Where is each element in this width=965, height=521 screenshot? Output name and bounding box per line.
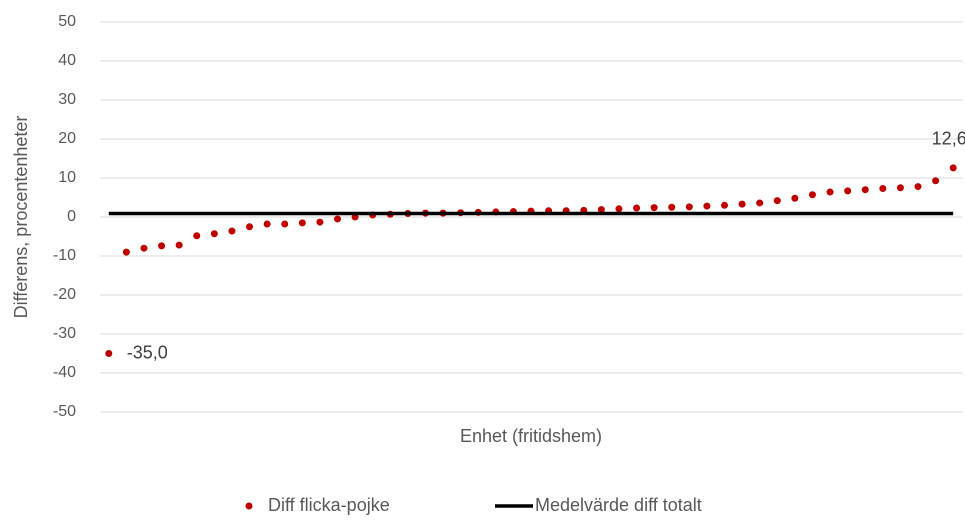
legend-marker — [245, 502, 253, 510]
point — [844, 187, 852, 195]
y-tick-label: -30 — [53, 325, 76, 342]
point — [597, 206, 605, 214]
point — [738, 200, 746, 208]
point — [703, 202, 711, 210]
point — [281, 220, 289, 228]
point — [158, 242, 166, 250]
x-axis-label: Enhet (fritidshem) — [460, 426, 602, 446]
point — [808, 191, 816, 199]
y-tick-label: 0 — [67, 208, 76, 225]
legend-label: Diff flicka-pojke — [268, 495, 390, 515]
point — [791, 194, 799, 202]
data-label: 12,6 — [932, 129, 965, 149]
y-axis-label: Differens, procentenheter — [11, 116, 31, 319]
y-tick-label: -50 — [53, 403, 76, 420]
point — [896, 184, 904, 192]
point — [316, 218, 324, 226]
point — [140, 244, 148, 252]
point — [210, 230, 218, 238]
point — [650, 204, 658, 212]
y-tick-label: -20 — [53, 286, 76, 303]
point — [826, 188, 834, 196]
y-tick-label: -10 — [53, 247, 76, 264]
point — [721, 201, 729, 209]
point — [298, 219, 306, 227]
point — [756, 199, 764, 207]
point — [175, 241, 183, 249]
point — [105, 350, 113, 357]
point — [861, 186, 869, 194]
point — [914, 183, 922, 191]
point — [351, 213, 359, 221]
point — [193, 232, 201, 240]
point — [685, 203, 693, 211]
point — [668, 203, 676, 211]
point — [949, 164, 957, 172]
point — [773, 197, 781, 205]
point — [263, 220, 271, 228]
y-tick-label: 30 — [58, 91, 76, 108]
legend-label: Medelvärde diff totalt — [535, 495, 702, 515]
y-tick-label: 20 — [58, 130, 76, 147]
point — [633, 204, 641, 212]
data-label: -35,0 — [127, 342, 168, 362]
point — [932, 177, 940, 185]
y-tick-label: 50 — [58, 13, 76, 30]
point — [615, 205, 623, 213]
point — [122, 248, 130, 256]
y-tick-label: 40 — [58, 52, 76, 69]
point — [333, 215, 341, 223]
point — [228, 227, 236, 235]
y-tick-label: 10 — [58, 169, 76, 186]
y-tick-label: -40 — [53, 364, 76, 381]
point — [246, 223, 254, 231]
point — [879, 185, 887, 193]
